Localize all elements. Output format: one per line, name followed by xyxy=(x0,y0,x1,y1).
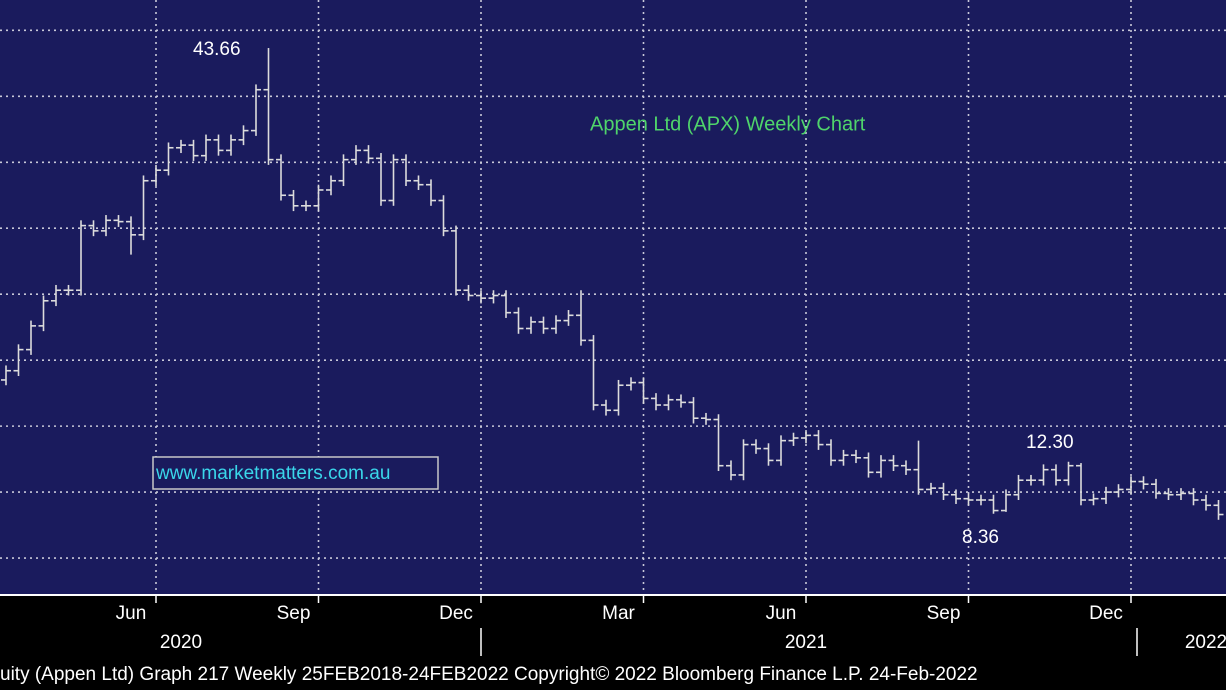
x-tick-label: Jun xyxy=(766,603,797,624)
year-label: 2020 xyxy=(160,632,202,653)
year-label: 2022 xyxy=(1185,632,1226,653)
bars xyxy=(1,48,1224,520)
annotation: 8.36 xyxy=(962,527,999,548)
x-tick-label: Sep xyxy=(277,603,311,624)
x-tick-label: Jun xyxy=(116,603,147,624)
watermark-box xyxy=(152,456,439,490)
annotation: 43.66 xyxy=(193,39,241,60)
chart-title: Appen Ltd (APX) Weekly Chart xyxy=(590,113,866,135)
x-tick-label: Dec xyxy=(1089,603,1123,624)
x-tick-label: Dec xyxy=(439,603,473,624)
x-tick-label: Sep xyxy=(927,603,961,624)
axis-background xyxy=(0,595,1226,690)
x-tick-label: Mar xyxy=(602,603,635,624)
year-label: 2021 xyxy=(785,632,827,653)
grid xyxy=(0,0,1226,595)
footer: uity (Appen Ltd) Graph 217 Weekly 25FEB2… xyxy=(0,664,978,685)
plot-background xyxy=(0,0,1226,595)
annotation: 12.30 xyxy=(1026,432,1074,453)
watermark: www.marketmatters.com.au xyxy=(155,463,390,484)
